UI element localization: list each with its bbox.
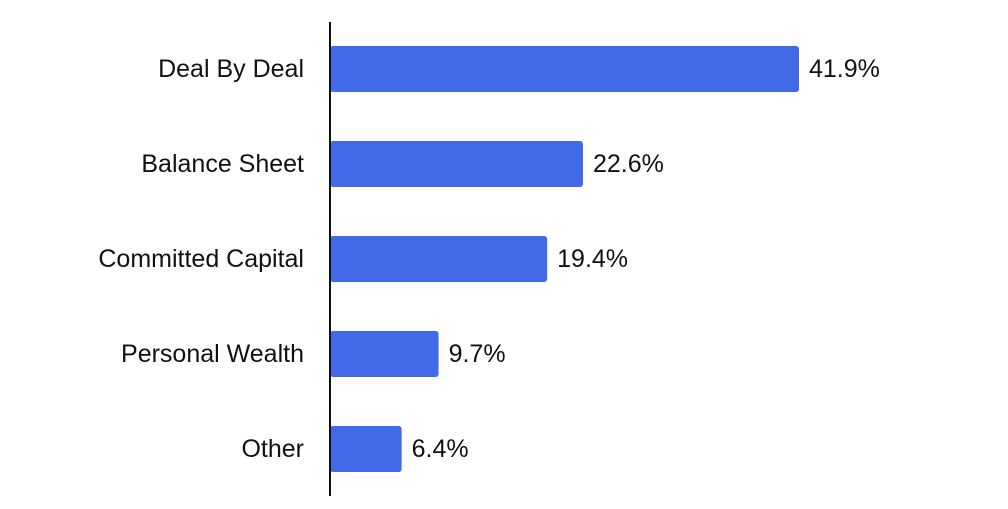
category-label-other: Other: [241, 435, 304, 463]
bar-committed-capital: [330, 236, 548, 282]
category-label-balance-sheet: Balance Sheet: [141, 150, 304, 178]
category-label-personal-wealth: Personal Wealth: [121, 340, 304, 368]
value-label-deal-by-deal: 41.9%: [809, 55, 880, 83]
category-labels: Deal By Deal Balance Sheet Committed Capit…: [98, 55, 304, 463]
value-label-personal-wealth: 9.7%: [449, 340, 506, 368]
bars-group: [330, 46, 799, 472]
category-label-deal-by-deal: Deal By Deal: [158, 55, 304, 83]
bar-personal-wealth: [330, 331, 439, 377]
value-label-committed-capital: 19.4%: [557, 245, 628, 273]
category-label-committed-capital: Committed Capital: [98, 245, 304, 273]
bar-balance-sheet: [330, 141, 583, 187]
value-labels: 41.9% 22.6% 19.4% 9.7% 6.4%: [412, 55, 880, 463]
bar-deal-by-deal: [330, 46, 799, 92]
value-label-other: 6.4%: [412, 435, 469, 463]
bar-other: [330, 426, 402, 472]
value-label-balance-sheet: 22.6%: [593, 150, 664, 178]
